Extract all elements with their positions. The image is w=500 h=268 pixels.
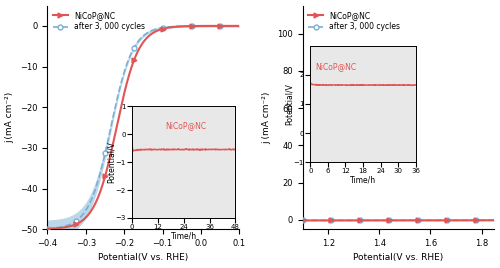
Legend: NiCoP@NC, after 3, 000 cycles: NiCoP@NC, after 3, 000 cycles [52, 9, 146, 33]
X-axis label: Potential(V vs. RHE): Potential(V vs. RHE) [354, 254, 444, 262]
X-axis label: Potential(V vs. RHE): Potential(V vs. RHE) [98, 254, 188, 262]
Y-axis label: j (mA cm⁻²): j (mA cm⁻²) [262, 91, 272, 144]
Legend: NiCoP@NC, after 3, 000 cycles: NiCoP@NC, after 3, 000 cycles [306, 9, 402, 33]
Y-axis label: j (mA cm⁻²): j (mA cm⁻²) [6, 92, 15, 143]
